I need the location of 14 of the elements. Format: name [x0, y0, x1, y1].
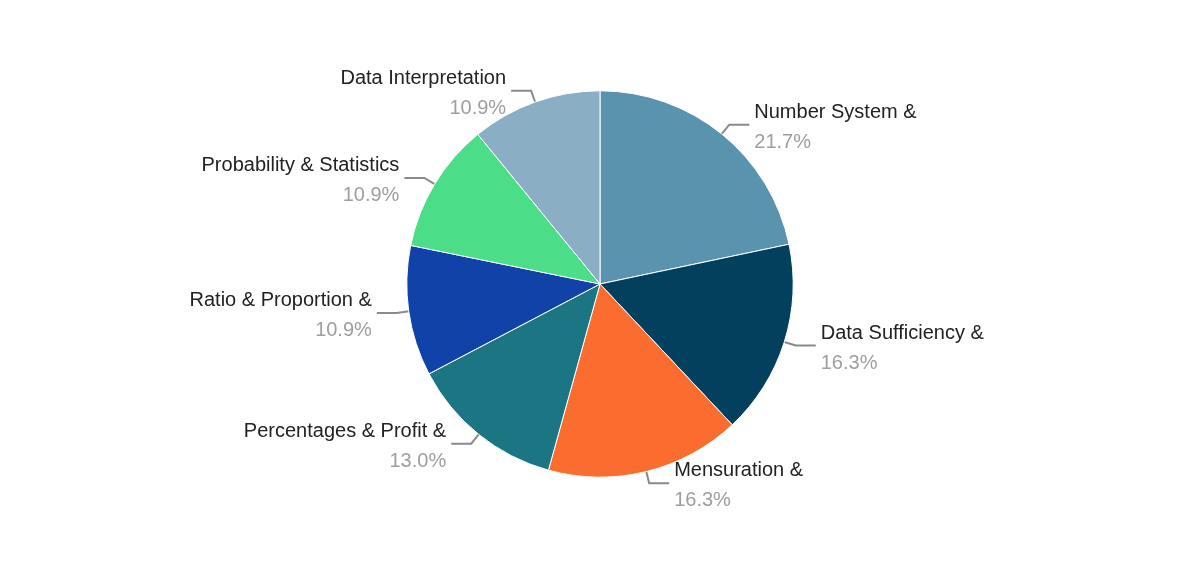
- data-label: 10.9%: [449, 95, 507, 118]
- slice-label: Probability & Statistics: [201, 152, 400, 175]
- slice-label: Percentages & Profit &: [243, 418, 447, 441]
- data-label: 16.3%: [820, 350, 878, 373]
- slice-label: Ratio & Proportion &: [189, 287, 373, 310]
- data-label: 21.7%: [754, 129, 812, 152]
- data-label: 10.9%: [342, 182, 400, 205]
- data-label: 10.9%: [315, 317, 373, 340]
- slice-label: Data Sufficiency &: [820, 320, 985, 343]
- data-label: 16.3%: [674, 488, 732, 511]
- data-label: 13.0%: [389, 448, 447, 471]
- slice-label: Data Interpretation: [340, 65, 507, 88]
- slice-label: Mensuration &: [674, 458, 804, 481]
- slice-label: Number System &: [754, 99, 918, 122]
